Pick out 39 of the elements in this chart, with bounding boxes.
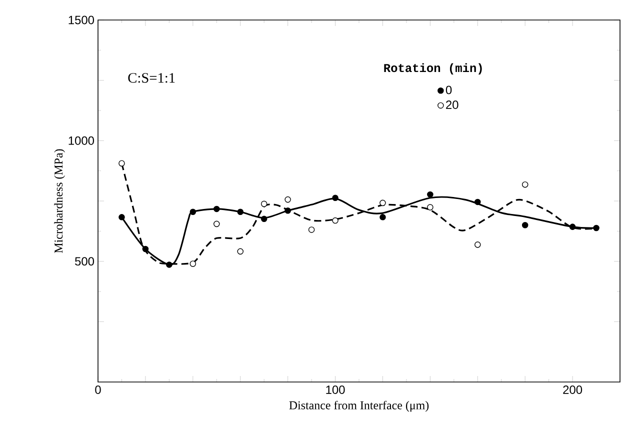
x-tick-label: 200 [563, 386, 582, 394]
point [593, 224, 600, 232]
point [190, 208, 196, 215]
point [380, 200, 386, 206]
point [380, 214, 386, 220]
x-axis-title: Distance from Interface (μm) [289, 400, 429, 412]
point [190, 260, 196, 267]
y-tick-label: 1000 [68, 136, 94, 145]
point [214, 206, 220, 212]
point [118, 160, 125, 166]
point [118, 214, 125, 220]
point [260, 200, 268, 208]
point [237, 208, 244, 215]
y-tick-label: 1500 [68, 16, 94, 24]
point [214, 220, 220, 228]
x-tick-label: 0 [95, 386, 101, 394]
x-tick-label: 100 [326, 386, 345, 394]
point [284, 196, 291, 203]
point [522, 222, 528, 228]
legend-title: Rotation (min) [384, 63, 482, 74]
y-tick-label: 500 [75, 257, 94, 266]
point [166, 262, 172, 268]
point [284, 208, 291, 214]
point [237, 248, 244, 255]
annotation: C:S=1:1 [128, 73, 175, 83]
point [569, 224, 576, 230]
point [427, 191, 434, 198]
point [332, 194, 338, 201]
point [427, 204, 434, 210]
point [142, 246, 149, 252]
legend-label: 0 [446, 86, 452, 94]
point [474, 242, 481, 248]
point [260, 216, 268, 222]
point [474, 198, 481, 206]
y-axis-title: Microhardness (MPa) [54, 149, 66, 253]
point [308, 226, 315, 233]
legend-label: 20 [446, 100, 458, 109]
point [332, 217, 338, 224]
point [522, 181, 528, 188]
